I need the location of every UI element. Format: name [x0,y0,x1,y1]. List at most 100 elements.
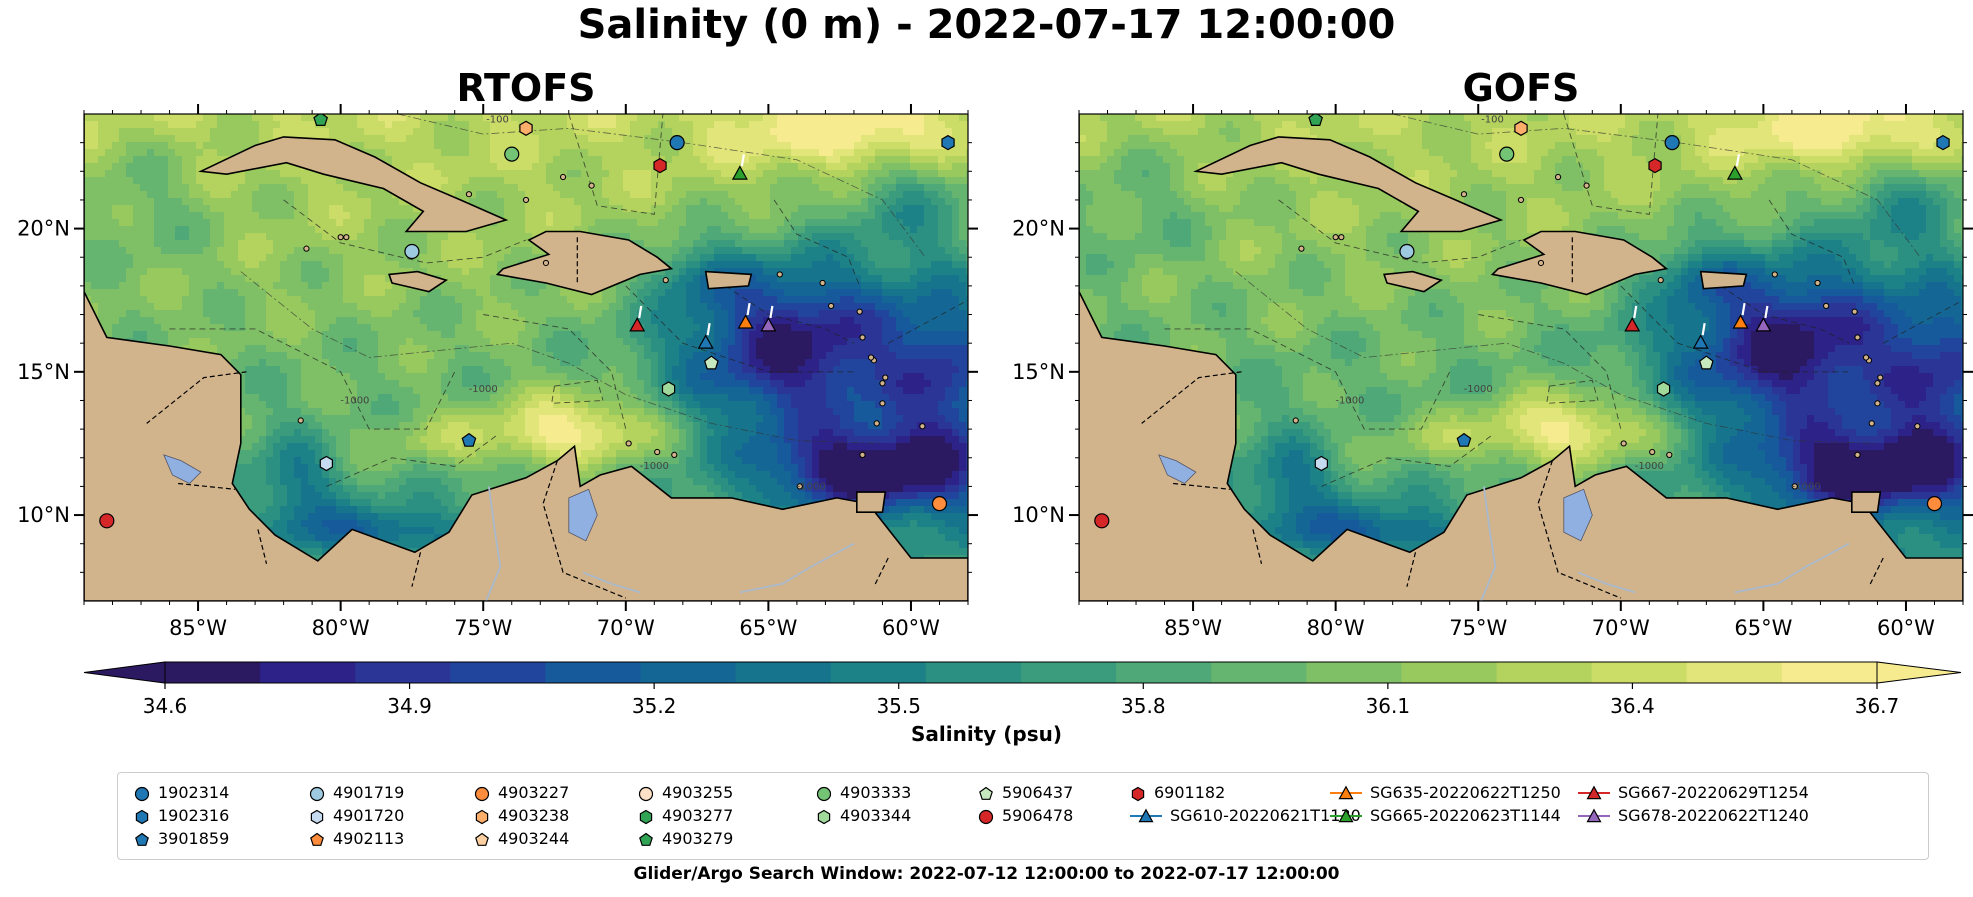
panel-rtofs-eez-line [625,285,854,373]
legend-marker-shape [1338,785,1354,799]
panel-rtofs-island [819,279,826,287]
panel-rtofs-x-tick-label: 75°W [454,616,512,640]
legend-item: SG665-20220623T1144 [1330,806,1561,825]
colorbar-tick-label: 36.1 [1366,694,1411,718]
panel-gofs-country-border [1868,557,1884,587]
legend-label: 4903277 [662,806,734,825]
legend-marker-shape [1131,786,1145,801]
panel-gofs-salinity-field [1079,114,1963,601]
legend-item: SG610-20220621T1130 [1130,806,1361,825]
colorbar-segment [450,662,546,683]
legend-label: 4902113 [333,829,405,848]
panel-gofs-island [1877,374,1884,381]
colorbar-segment [1686,662,1783,683]
panel-gofs-marker-SG665-20220623T1144 [1726,165,1743,180]
colorbar-segment [1211,662,1307,683]
panel-gofs-marker-1902314 [1664,135,1680,151]
panel-gofs-marker-SG610-20220621T1130 [1692,334,1709,349]
panel-rtofs-glider-track [740,153,745,167]
legend-item: 4903255 [638,783,733,802]
panel-gofs-marker-4903344 [1656,381,1671,397]
panel-rtofs-island [882,374,889,381]
panel-gofs-contour-label: -1000 [1792,481,1821,492]
panel-rtofs-island [625,440,632,447]
panel-gofs-eez-line [1546,386,1599,404]
panel-gofs-island [1862,354,1870,361]
panel-gofs-marker-4903333 [1499,146,1515,162]
legend-marker-shape [639,809,653,824]
legend-marker-shape [475,809,489,824]
colorbar-tick-label: 34.9 [387,694,432,718]
colorbar-frame [164,661,1878,684]
panel-gofs-eez-line [1768,199,1856,287]
panel-rtofs-island [867,354,875,361]
panel-gofs-island [1292,417,1299,424]
panel-rtofs-land [495,230,674,296]
legend-marker-icon [1330,808,1362,822]
panel-rtofs-x-tick-label: 70°W [597,616,655,640]
legend-marker-icon [474,786,490,801]
colorbar-tick-label: 36.4 [1610,694,1655,718]
legend-marker-shape [978,809,994,824]
panel-gofs-river [1480,486,1497,601]
panel-gofs-island [1851,308,1858,315]
panel-rtofs-island [879,380,886,387]
colorbar-segment [1021,662,1117,683]
panel-rtofs-island [671,451,678,458]
legend-marker-shape [638,786,654,801]
panel-rtofs-y-tick-label: 15°N [17,360,70,384]
panel-gofs-marker-SG667-20220629T1254 [1624,317,1641,332]
panel-rtofs-contour-label: -1000 [469,384,498,395]
panel-gofs-contour-label: -1000 [1464,384,1493,395]
panel-rtofs-x-tick-label: 80°W [312,616,370,640]
legend-item: 3901859 [134,829,229,848]
panel-gofs-contour-label: -1000 [1635,461,1664,472]
colorbar-tick-label: 34.6 [143,694,188,718]
legend-label: 4901719 [333,783,405,802]
panel-rtofs: -100 -1000 -1000 -1000 -1000 85°W 80°W 75°W 70°W… [17,104,978,640]
panel-rtofs-eez-line [551,386,604,404]
panel-rtofs-glider-track [769,305,774,319]
legend-label: 4903279 [662,829,734,848]
legend-marker-icon [1578,785,1610,799]
panel-gofs-marker-3901859 [1456,432,1472,447]
panel-rtofs-island [465,191,473,198]
panel-rtofs-island [776,271,783,278]
panel-gofs-eez-line [1278,199,1522,264]
legend-label: SG678-20220622T1240 [1618,806,1809,825]
colorbar-segment [925,662,1022,683]
legend-item: SG635-20220622T1250 [1330,783,1561,802]
panel-rtofs-eez-line [773,199,861,287]
panel-rtofs-island [879,400,886,407]
legend-marker-icon [978,809,994,824]
legend-marker-icon [816,786,832,801]
legend-marker-icon [475,832,489,846]
panel-rtofs-y-tick-label: 10°N [17,503,70,527]
panel-rtofs-island [859,334,866,341]
legend-item: 4901719 [309,783,404,802]
legend-marker-icon [135,832,149,846]
panel-rtofs-lake [568,488,598,542]
panel-rtofs-eez-line [169,328,456,430]
legend-marker-shape [135,832,149,846]
legend-label: SG610-20220621T1130 [1170,806,1361,825]
legend-item: 4903244 [474,829,569,848]
panel-rtofs-river [485,486,502,601]
panel-gofs-marker-4901719 [1399,243,1415,260]
legend-marker-icon [310,832,324,846]
legend-item: 6901182 [1130,783,1225,802]
panel-rtofs-contour-label: -1000 [797,481,826,492]
legend-item: SG678-20220622T1240 [1578,806,1809,825]
panel-rtofs-marker-3901859 [461,432,477,447]
figure-title: Salinity (0 m) - 2022-07-17 12:00:00 [577,2,1396,48]
panel-gofs-island [1649,448,1656,456]
legend-item: 4903238 [474,806,569,825]
panel-gofs-island [1874,380,1881,387]
legend-marker-icon [135,809,149,824]
colorbar-segment [1306,662,1402,683]
colorbar-segment [355,662,451,683]
panel-gofs-marker-1902316 [1936,134,1950,151]
panel-rtofs-land [855,491,887,514]
panel-rtofs-island [303,245,310,252]
